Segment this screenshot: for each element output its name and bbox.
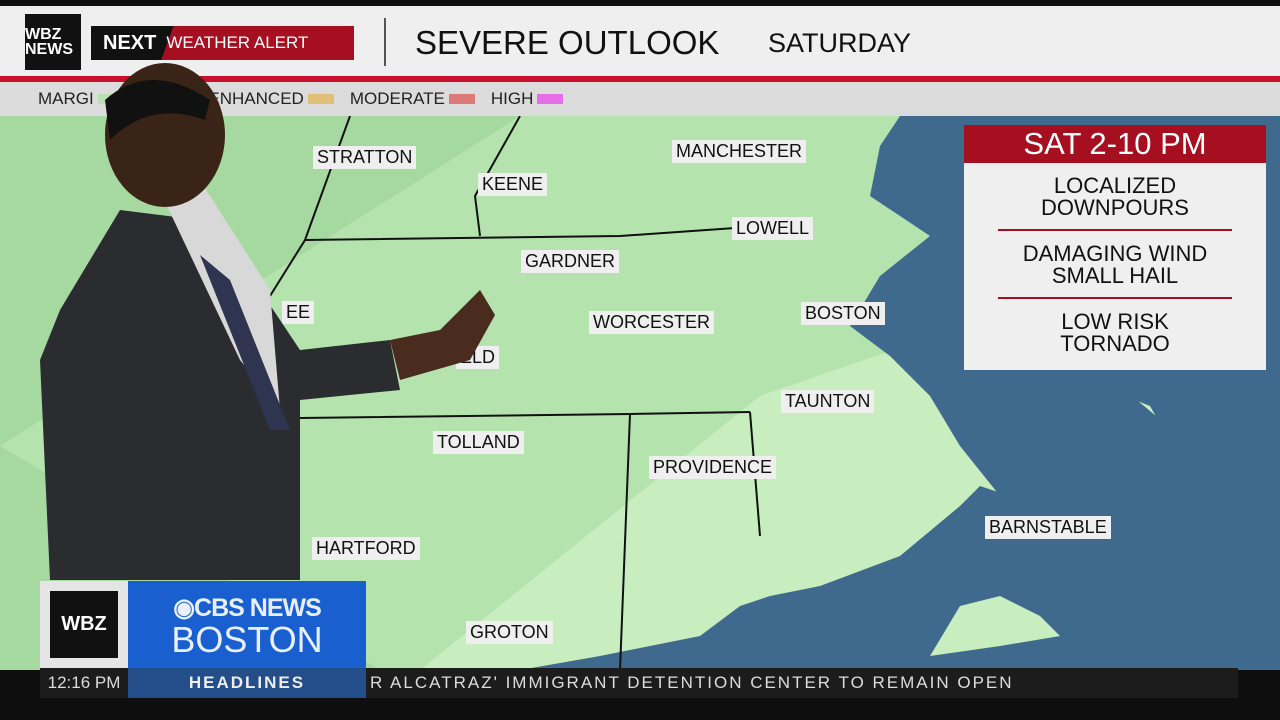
panel-divider bbox=[998, 229, 1232, 231]
risk-item: LOW RISK TORNADO bbox=[964, 299, 1266, 365]
panel-header: SAT 2-10 PM bbox=[964, 125, 1266, 163]
wbz-bug-text: WBZ bbox=[50, 591, 118, 658]
risk-item: LOCALIZED DOWNPOURS bbox=[964, 163, 1266, 229]
city-label: GARDNER bbox=[521, 250, 620, 273]
station-logo-text: WBZ NEWS bbox=[25, 26, 73, 58]
city-label: WORCESTER bbox=[589, 311, 714, 334]
risk-line: SMALL HAIL bbox=[1051, 263, 1179, 288]
legend-item: ENHANCED bbox=[208, 89, 341, 109]
day-label: SATURDAY bbox=[768, 28, 912, 58]
divider bbox=[384, 18, 386, 66]
wbz-news-logo: WBZ NEWS bbox=[25, 14, 81, 70]
city-label: GROTON bbox=[466, 621, 553, 644]
news-ticker: 12:16 PM HEADLINES R ALCATRAZ' IMMIGRANT… bbox=[40, 668, 1238, 698]
city-label: BARNSTABLE bbox=[985, 516, 1111, 539]
red-divider bbox=[0, 76, 1280, 82]
legend-swatch bbox=[307, 94, 334, 104]
alert-label: WEATHER ALERT bbox=[166, 33, 309, 52]
risk-line: DAMAGING WIND bbox=[1022, 241, 1208, 266]
risk-line: LOCALIZED bbox=[1053, 173, 1177, 198]
legend-label: ENHANCED bbox=[208, 89, 304, 108]
cbs-news-boston-logo: ◉CBS NEWS BOSTON bbox=[128, 581, 366, 668]
legend-item: MODERATE bbox=[350, 89, 483, 109]
city-label: HARTFORD bbox=[312, 537, 420, 560]
next-logo: NEXT bbox=[103, 31, 157, 54]
risk-details-panel: SAT 2-10 PM LOCALIZED DOWNPOURS DAMAGING … bbox=[964, 125, 1266, 370]
presenter bbox=[40, 63, 495, 580]
ticker-text: R ALCATRAZ' IMMIGRANT DETENTION CENTER T… bbox=[370, 673, 1014, 692]
city-label: LOWELL bbox=[732, 217, 814, 240]
city-label: TOLLAND bbox=[433, 431, 524, 454]
city-name: BOSTON bbox=[171, 619, 323, 660]
risk-line: LOW RISK bbox=[1061, 309, 1169, 334]
risk-line: DOWNPOURS bbox=[1041, 195, 1189, 220]
legend-swatch bbox=[448, 94, 475, 104]
city-label: KEENE bbox=[478, 173, 548, 196]
marthas-vineyard bbox=[930, 596, 1060, 656]
panel-divider bbox=[998, 297, 1232, 299]
legend-label: MODERATE bbox=[349, 89, 445, 108]
legend-swatch bbox=[537, 94, 564, 104]
city-label: STRATTON bbox=[313, 146, 417, 169]
city-label: TAUNTON bbox=[781, 390, 875, 413]
legend-label: HIGH bbox=[490, 89, 534, 108]
city-label: EE bbox=[282, 301, 315, 324]
risk-item: DAMAGING WIND SMALL HAIL bbox=[964, 231, 1266, 297]
network-text: CBS NEWS bbox=[194, 594, 322, 622]
weather-alert-badge: NEXT WEATHER ALERT bbox=[91, 26, 354, 60]
city-label: PROVIDENCE bbox=[649, 456, 777, 479]
wbz-bug: WBZ bbox=[40, 581, 128, 668]
network-name: ◉CBS NEWS bbox=[173, 594, 322, 622]
ticker-section: HEADLINES bbox=[128, 668, 366, 698]
city-label: BOSTON bbox=[801, 302, 885, 325]
risk-line: TORNADO bbox=[1060, 331, 1170, 356]
legend-label: MARGI bbox=[38, 89, 94, 108]
page-title: SEVERE OUTLOOK bbox=[415, 24, 720, 61]
legend-item: HIGH bbox=[491, 89, 572, 109]
clock: 12:16 PM bbox=[47, 673, 121, 692]
city-label: MANCHESTER bbox=[672, 140, 807, 163]
